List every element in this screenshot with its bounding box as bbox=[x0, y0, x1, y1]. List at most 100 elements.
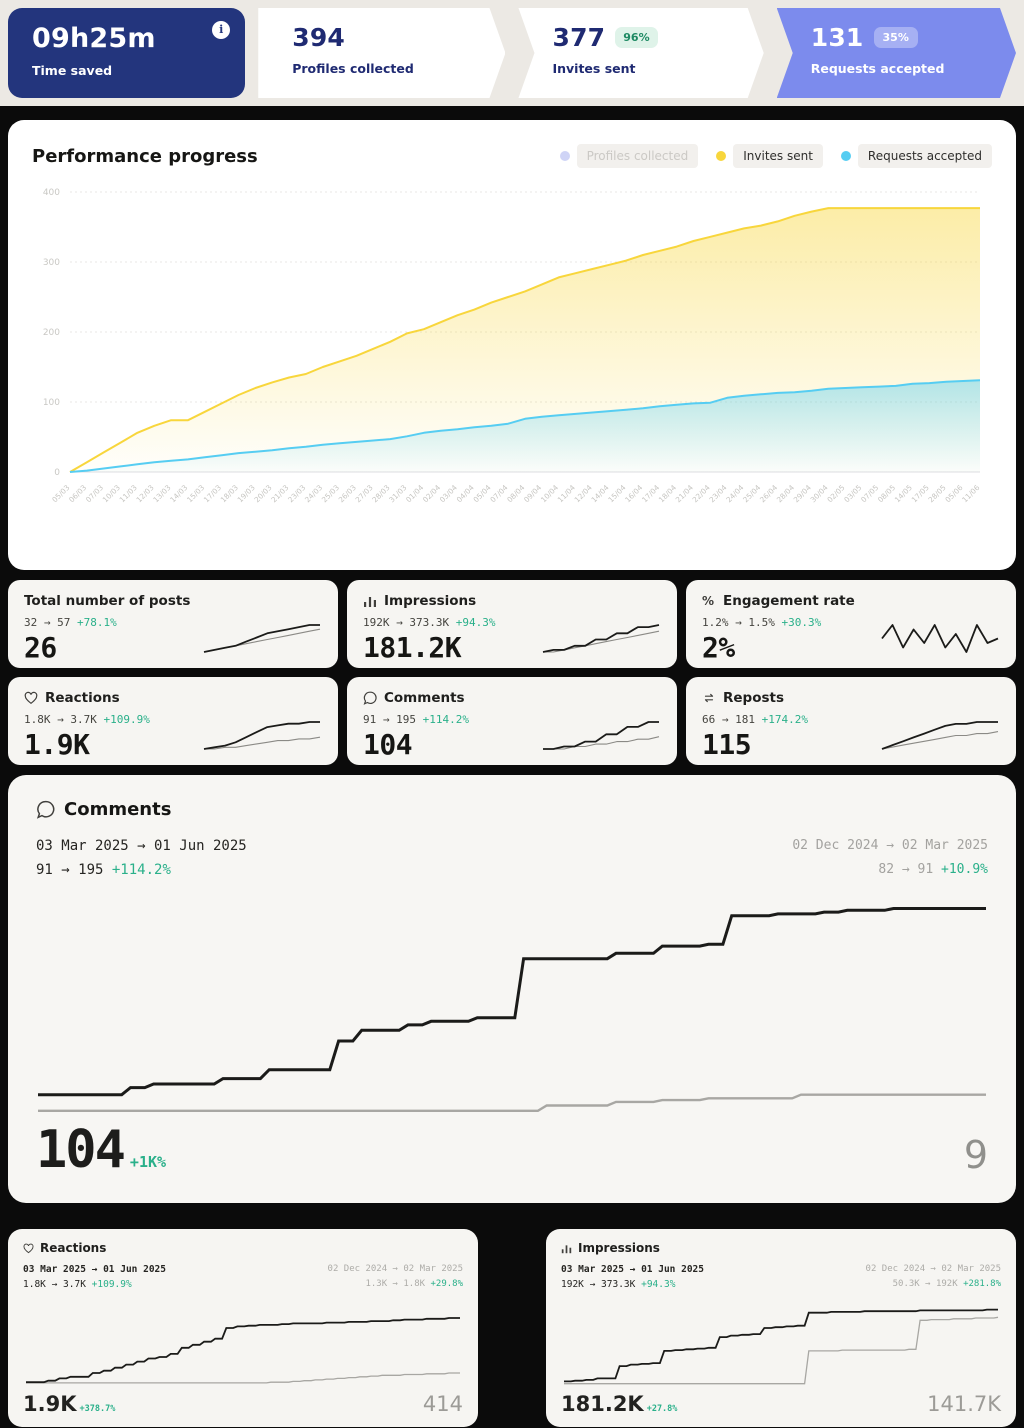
impressions-footer-secondary: 141.7K bbox=[927, 1392, 1001, 1416]
comments-footer-secondary: 9 bbox=[963, 1133, 988, 1178]
legend-label-invites: Invites sent bbox=[733, 144, 823, 168]
performance-chart: 010020030040005/0306/0307/0310/0311/0312… bbox=[43, 188, 982, 504]
svg-text:28/05: 28/05 bbox=[926, 483, 947, 504]
comments-step-chart bbox=[38, 907, 986, 1113]
legend-dot-invites-icon bbox=[716, 151, 727, 161]
svg-text:20/03: 20/03 bbox=[252, 483, 273, 504]
impressions-sparkline bbox=[542, 624, 660, 653]
legend-label-requests: Requests accepted bbox=[857, 144, 992, 168]
bar-chart-icon bbox=[364, 597, 376, 607]
reposts-value: 115 bbox=[702, 728, 752, 761]
svg-text:28/04: 28/04 bbox=[775, 483, 796, 504]
percent-icon: % bbox=[702, 594, 715, 608]
posts-change: 32 → 57 +78.1% bbox=[24, 616, 117, 629]
bottom-cards-row: Reactions 03 Mar 2025 → 01 Jun 2025 1.8K… bbox=[8, 1229, 1016, 1427]
svg-text:11/03: 11/03 bbox=[118, 483, 139, 504]
comment-icon bbox=[363, 691, 377, 705]
svg-text:05/04: 05/04 bbox=[471, 483, 492, 504]
reposts-change: 66 → 181 +174.2% bbox=[702, 713, 808, 726]
engagement-value: 2% bbox=[702, 631, 735, 664]
metric-card-impressions: Impressions 192K → 373.3K +94.3% 181.2K bbox=[347, 580, 677, 668]
svg-text:12/04: 12/04 bbox=[573, 483, 594, 504]
chart-legend: Profiles collected Invites sent Requests… bbox=[559, 144, 992, 168]
requests-accepted-card: 131 35% Requests accepted bbox=[777, 8, 1016, 98]
impressions-step-chart bbox=[564, 1308, 999, 1385]
svg-text:01/04: 01/04 bbox=[404, 483, 425, 504]
time-saved-label: Time saved bbox=[32, 63, 113, 78]
impressions-current-period: 03 Mar 2025 → 01 Jun 2025 192K → 373.3K … bbox=[561, 1264, 704, 1290]
impressions-previous-period: 02 Dec 2024 → 02 Mar 2025 50.3K → 192K +… bbox=[865, 1264, 1001, 1289]
svg-text:15/03: 15/03 bbox=[185, 483, 206, 504]
metric-card-comments: Comments 91 → 195 +114.2% 104 bbox=[347, 677, 677, 765]
engagement-label: Engagement rate bbox=[723, 593, 855, 609]
svg-text:07/05: 07/05 bbox=[859, 483, 880, 504]
posts-value: 26 bbox=[24, 631, 57, 664]
requests-accepted-badge: 35% bbox=[874, 27, 918, 48]
comments-previous-period: 02 Dec 2024 → 02 Mar 2025 82 → 91 +10.9% bbox=[792, 838, 988, 877]
svg-text:03/05: 03/05 bbox=[842, 483, 863, 504]
performance-title: Performance progress bbox=[32, 145, 258, 167]
comments-value: 104 bbox=[363, 728, 413, 761]
heart-icon bbox=[23, 1243, 34, 1253]
svg-text:29/04: 29/04 bbox=[792, 483, 813, 504]
svg-text:22/04: 22/04 bbox=[691, 483, 712, 504]
impressions-label: Impressions bbox=[384, 593, 477, 609]
svg-text:26/04: 26/04 bbox=[758, 483, 779, 504]
invites-sent-card: 377 96% Invites sent bbox=[518, 8, 763, 98]
svg-text:04/04: 04/04 bbox=[455, 483, 476, 504]
impressions-card-title: Impressions bbox=[578, 1241, 660, 1255]
svg-text:14/05: 14/05 bbox=[893, 483, 914, 504]
repost-icon bbox=[704, 693, 714, 703]
requests-accepted-value: 131 bbox=[810, 23, 864, 52]
reactions-footer-current: 1.9K +378.7% bbox=[23, 1392, 115, 1416]
engagement-sparkline bbox=[881, 624, 999, 653]
svg-text:14/04: 14/04 bbox=[589, 483, 610, 504]
svg-text:06/03: 06/03 bbox=[67, 483, 88, 504]
metric-card-reactions: Reactions 1.8K → 3.7K +109.9% 1.9K bbox=[8, 677, 338, 765]
comments-footer-value: 104 bbox=[36, 1120, 126, 1180]
impressions-change: 192K → 373.3K +94.3% bbox=[363, 616, 496, 629]
legend-profiles-collected[interactable]: Profiles collected bbox=[559, 144, 699, 168]
svg-text:15/04: 15/04 bbox=[606, 483, 627, 504]
invites-sent-value: 377 bbox=[552, 23, 606, 52]
svg-text:07/04: 07/04 bbox=[488, 483, 509, 504]
comments-label: Comments bbox=[384, 690, 465, 706]
legend-invites-sent[interactable]: Invites sent bbox=[716, 144, 823, 168]
svg-text:100: 100 bbox=[43, 398, 60, 408]
svg-text:17/04: 17/04 bbox=[640, 483, 661, 504]
reactions-card-title: Reactions bbox=[40, 1241, 107, 1255]
svg-text:400: 400 bbox=[43, 188, 60, 198]
reposts-sparkline bbox=[881, 721, 999, 750]
svg-text:03/04: 03/04 bbox=[438, 483, 459, 504]
reactions-card: Reactions 03 Mar 2025 → 01 Jun 2025 1.8K… bbox=[8, 1229, 478, 1427]
svg-text:21/04: 21/04 bbox=[674, 483, 695, 504]
svg-text:25/03: 25/03 bbox=[320, 483, 341, 504]
svg-text:10/03: 10/03 bbox=[101, 483, 122, 504]
svg-text:08/05: 08/05 bbox=[876, 483, 897, 504]
legend-dot-requests-icon bbox=[840, 151, 851, 161]
metric-card-engagement: % Engagement rate 1.2% → 1.5% +30.3% 2% bbox=[686, 580, 1016, 668]
invites-sent-label: Invites sent bbox=[552, 61, 636, 76]
svg-text:14/03: 14/03 bbox=[168, 483, 189, 504]
impressions-footer-current: 181.2K +27.8% bbox=[561, 1392, 677, 1416]
svg-text:17/05: 17/05 bbox=[910, 483, 931, 504]
impressions-footer-value: 181.2K bbox=[561, 1392, 644, 1416]
svg-text:12/03: 12/03 bbox=[134, 483, 155, 504]
svg-text:27/03: 27/03 bbox=[354, 483, 375, 504]
impressions-footer-pct: +27.8% bbox=[646, 1404, 678, 1414]
legend-requests-accepted[interactable]: Requests accepted bbox=[840, 144, 992, 168]
svg-text:25/04: 25/04 bbox=[741, 483, 762, 504]
invites-sent-badge: 96% bbox=[615, 27, 657, 48]
comments-footer-current: 104 +1K% bbox=[36, 1124, 166, 1176]
reactions-label: Reactions bbox=[45, 690, 120, 706]
svg-text:19/03: 19/03 bbox=[236, 483, 257, 504]
time-saved-card: i 09h25m Time saved bbox=[8, 8, 246, 98]
svg-text:16/04: 16/04 bbox=[623, 483, 644, 504]
svg-text:02/05: 02/05 bbox=[825, 483, 846, 504]
posts-label: Total number of posts bbox=[24, 593, 191, 609]
info-icon[interactable]: i bbox=[212, 21, 231, 39]
legend-dot-profiles-icon bbox=[559, 151, 570, 161]
comments-sparkline bbox=[543, 721, 660, 750]
svg-text:18/04: 18/04 bbox=[657, 483, 678, 504]
svg-text:28/03: 28/03 bbox=[370, 483, 391, 504]
